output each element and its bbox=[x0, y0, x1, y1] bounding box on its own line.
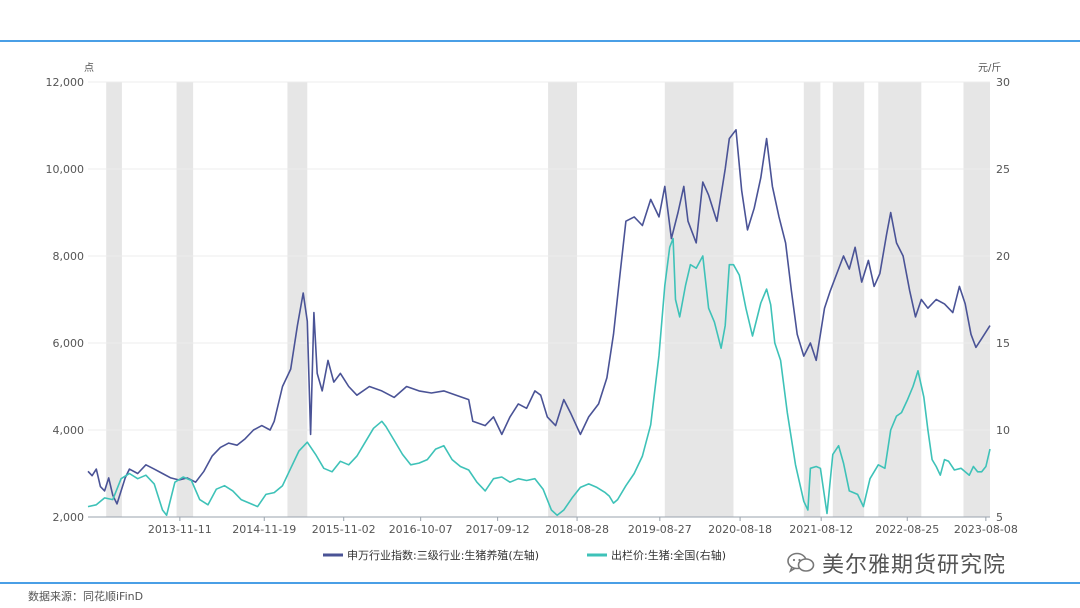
watermark: 美尔雅期货研究院 bbox=[786, 547, 1006, 579]
right-tick-label: 20 bbox=[996, 250, 1010, 263]
left-tick-label: 2,000 bbox=[53, 511, 85, 524]
shaded-period-1 bbox=[176, 82, 194, 517]
left-tick-label: 8,000 bbox=[53, 250, 85, 263]
series-lines bbox=[87, 129, 991, 517]
shaded-period-5 bbox=[803, 82, 821, 517]
x-tick-label: 2013-11-11 bbox=[148, 523, 212, 536]
right-tick-label: 30 bbox=[996, 76, 1010, 89]
left-axis-unit: 点 bbox=[84, 62, 94, 74]
x-tick-label: 2020-08-18 bbox=[708, 523, 772, 536]
x-axis: 2013-11-11 2014-11-19 2015-11-02 2016-10-07… bbox=[88, 516, 1018, 536]
left-tick-label: 6,000 bbox=[53, 337, 85, 350]
chart: 2,000 4,000 6,000 8,000 10,000 12,000 5 10 15 20… bbox=[46, 62, 1018, 562]
left-tick-label: 12,000 bbox=[46, 76, 85, 89]
x-tick-label: 2014-11-19 bbox=[232, 523, 296, 536]
right-axis: 5 10 15 20 25 30 bbox=[996, 76, 1010, 524]
shaded-period-7 bbox=[878, 82, 922, 517]
x-tick-label: 2023-08-08 bbox=[954, 523, 1018, 536]
x-tick-label: 2017-09-12 bbox=[466, 523, 530, 536]
series-line-index bbox=[87, 129, 991, 505]
shaded-period-2 bbox=[287, 82, 308, 517]
x-tick-label: 2016-10-07 bbox=[389, 523, 453, 536]
x-tick-label: 2019-08-27 bbox=[628, 523, 692, 536]
shaded-period-0 bbox=[106, 82, 122, 517]
x-tick-label: 2018-08-28 bbox=[545, 523, 609, 536]
watermark-text: 美尔雅期货研究院 bbox=[822, 553, 1007, 578]
left-axis: 2,000 4,000 6,000 8,000 10,000 12,000 bbox=[46, 76, 85, 524]
shaded-period-3 bbox=[548, 82, 578, 517]
right-tick-label: 25 bbox=[996, 163, 1010, 176]
wechat-icon bbox=[787, 552, 815, 573]
bottom-rule bbox=[0, 582, 1080, 584]
x-tick-label: 2022-08-25 bbox=[875, 523, 939, 536]
shaded-period-8 bbox=[963, 82, 990, 517]
left-tick-label: 10,000 bbox=[46, 163, 85, 176]
right-tick-label: 5 bbox=[996, 511, 1003, 524]
shaded-period-6 bbox=[832, 82, 865, 517]
right-tick-label: 10 bbox=[996, 424, 1010, 437]
x-tick-label: 2021-08-12 bbox=[789, 523, 853, 536]
shaded-periods bbox=[106, 82, 990, 517]
right-axis-unit: 元/斤 bbox=[978, 62, 1001, 74]
right-tick-label: 15 bbox=[996, 337, 1010, 350]
x-tick-label: 2015-11-02 bbox=[312, 523, 376, 536]
top-rule bbox=[0, 40, 1080, 42]
legend: 申万行业指数:三级行业:生猪养殖(左轴) 出栏价:生猪:全国(右轴) bbox=[323, 548, 726, 562]
legend-label-index: 申万行业指数:三级行业:生猪养殖(左轴) bbox=[347, 548, 539, 562]
data-source: 数据来源：同花顺iFinD bbox=[28, 590, 144, 603]
left-tick-label: 4,000 bbox=[53, 424, 85, 437]
legend-label-price: 出栏价:生猪:全国(右轴) bbox=[611, 548, 726, 562]
series-line-price bbox=[87, 237, 991, 517]
